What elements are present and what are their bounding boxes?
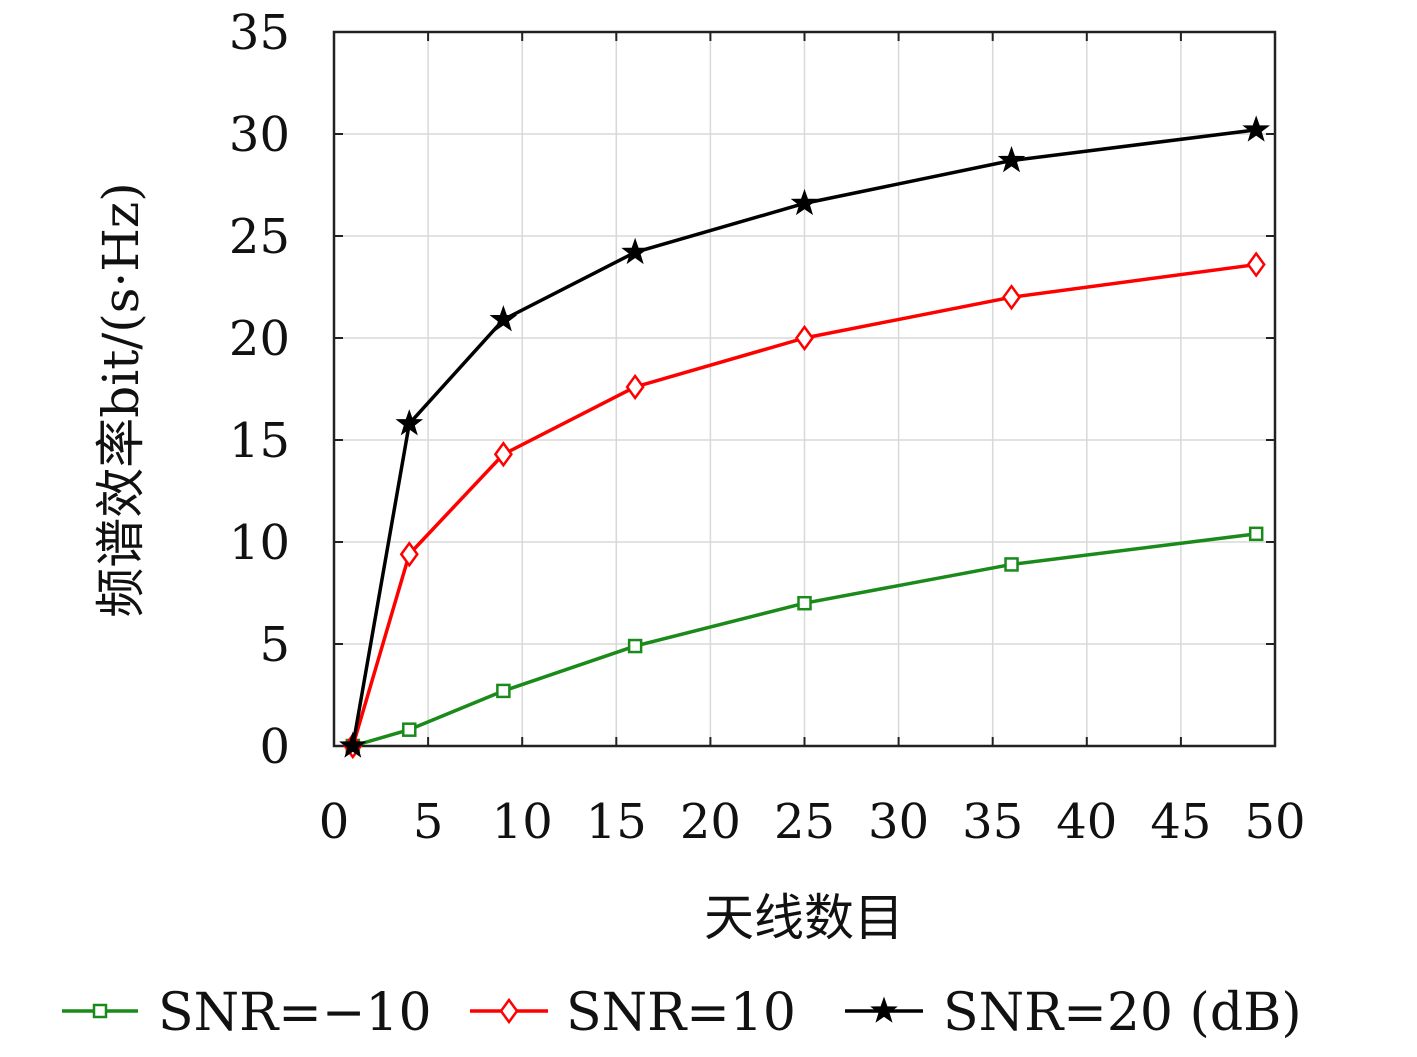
x-tick-label: 20	[680, 794, 741, 850]
y-tick-label: 30	[229, 107, 290, 163]
x-tick-labels: 0 5 10 15 20 25 30 35 40 45 50	[319, 794, 1306, 850]
x-axis-title: 天线数目	[704, 889, 904, 947]
y-tick-label: 25	[229, 209, 290, 265]
square-marker	[627, 638, 643, 654]
y-tick-label: 0	[259, 719, 290, 775]
diamond-marker	[493, 441, 513, 468]
diamond-marker	[399, 541, 419, 568]
y-tick-label: 20	[229, 311, 290, 367]
diamond-marker	[794, 324, 815, 352]
diamond-marker	[499, 997, 519, 1025]
legend-label: SNR=10	[566, 983, 796, 1043]
star-marker	[997, 145, 1026, 173]
star-marker	[395, 409, 424, 436]
legend-entry: SNR=20 (dB)	[845, 983, 1302, 1043]
x-tick-label: 40	[1056, 794, 1117, 850]
y-tick-label: 5	[259, 617, 290, 673]
series-diamond	[343, 251, 1266, 760]
star-marker	[621, 237, 649, 265]
square-marker	[1004, 557, 1019, 572]
star-marker	[339, 731, 367, 758]
x-tick-label: 5	[413, 794, 444, 850]
x-tick-label: 50	[1244, 794, 1305, 850]
x-tick-label: 45	[1150, 794, 1211, 850]
y-tick-label: 35	[229, 5, 290, 61]
tick-marks	[333, 31, 1276, 747]
series-group	[339, 115, 1270, 760]
series-star	[339, 115, 1270, 758]
star-marker	[489, 305, 518, 332]
star-marker	[1242, 115, 1270, 142]
x-tick-label: 15	[586, 794, 647, 850]
x-tick-label: 0	[319, 794, 350, 850]
x-tick-label: 25	[774, 794, 835, 850]
legend: SNR=−10 SNR=10 SNR=20 (dB)	[62, 983, 1302, 1043]
x-tick-label: 10	[492, 794, 553, 850]
grid	[333, 31, 1276, 747]
star-marker	[790, 188, 819, 216]
y-tick-label: 15	[229, 413, 290, 469]
legend-label: SNR=−10	[158, 983, 432, 1043]
x-tick-label: 35	[962, 794, 1023, 850]
diamond-marker	[1001, 284, 1022, 311]
legend-entry: SNR=−10	[62, 983, 432, 1043]
square-marker	[797, 595, 812, 611]
star-marker	[870, 996, 898, 1023]
legend-label: SNR=20 (dB)	[943, 983, 1302, 1043]
square-marker	[496, 683, 511, 699]
x-tick-label: 30	[868, 794, 929, 850]
legend-entry: SNR=10	[470, 983, 796, 1043]
square-marker	[92, 1003, 108, 1019]
square-marker	[402, 722, 417, 737]
y-tick-label: 10	[229, 515, 290, 571]
diamond-marker	[1246, 251, 1266, 278]
y-tick-labels: 0 5 10 15 20 25 30 35	[229, 5, 290, 775]
diamond-marker	[625, 373, 645, 401]
y-axis-title: 频谱效率bit/(s·Hz)	[92, 182, 150, 617]
square-marker	[1248, 526, 1264, 542]
